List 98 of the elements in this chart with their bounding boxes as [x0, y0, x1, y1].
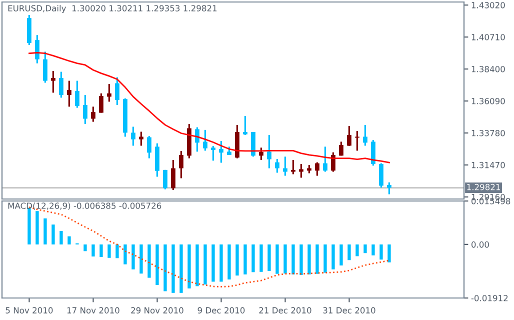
y-tick-label: 1.33780 — [472, 130, 505, 136]
bar — [44, 218, 47, 244]
bar — [236, 244, 239, 276]
candlestick — [355, 130, 360, 152]
bar — [348, 244, 351, 260]
x-tick-label: 5 Nov 2010 — [6, 307, 53, 314]
chart-title: MACD(12,26,9) -0.006385 -0.005726 — [8, 202, 162, 210]
bar — [372, 244, 375, 256]
candlestick — [59, 70, 64, 98]
candlestick — [243, 115, 248, 136]
bar — [324, 244, 327, 273]
bar — [148, 244, 151, 278]
candlestick — [387, 182, 392, 196]
bar — [100, 244, 103, 258]
bar — [284, 244, 287, 274]
candlestick — [75, 80, 80, 109]
candlestick — [259, 146, 264, 161]
candlestick — [43, 50, 48, 84]
candlestick — [35, 34, 40, 64]
bar — [332, 244, 335, 270]
candlestick — [371, 139, 376, 166]
y-tick-label: -0.01912 — [471, 294, 508, 302]
candlestick — [67, 80, 72, 108]
bar — [276, 244, 279, 274]
bar — [252, 244, 255, 272]
bar — [316, 244, 319, 274]
bar — [300, 244, 303, 275]
bar — [228, 244, 231, 280]
bar — [308, 244, 311, 274]
y-tick-label: 0.00 — [471, 241, 489, 248]
candlestick — [115, 76, 120, 106]
candlestick — [267, 134, 272, 170]
x-tick-label: 29 Nov 2010 — [131, 307, 184, 314]
bar — [180, 244, 183, 293]
candlestick — [51, 70, 56, 94]
candlestick — [171, 159, 176, 191]
y-tick-label: 1.43020 — [472, 2, 505, 8]
candlestick — [195, 126, 200, 152]
bar — [212, 244, 215, 282]
candlestick — [315, 161, 320, 177]
candlestick — [211, 145, 216, 162]
bar — [60, 230, 63, 244]
bar — [268, 244, 271, 272]
candlestick — [139, 130, 144, 147]
candlestick — [363, 124, 368, 147]
bar — [380, 244, 383, 260]
bar — [36, 211, 39, 244]
bar — [220, 244, 223, 282]
x-tick-label: 9 Dec 2010 — [198, 307, 245, 314]
bar — [204, 244, 207, 284]
bar — [140, 244, 143, 274]
x-tick-label: 31 Dec 2010 — [323, 307, 376, 314]
bar — [52, 224, 55, 244]
bar — [164, 244, 167, 292]
candlestick — [163, 169, 168, 190]
candlestick — [331, 152, 336, 173]
y-tick-label: 1.38400 — [472, 66, 505, 72]
candlestick — [275, 158, 280, 174]
bar — [196, 244, 199, 286]
candlestick — [179, 150, 184, 180]
bar — [260, 244, 263, 272]
candlestick — [107, 83, 112, 103]
candlestick — [299, 163, 304, 179]
bar — [364, 244, 367, 254]
bar — [388, 244, 391, 262]
y-tick-label: 1.36090 — [472, 98, 505, 104]
bar — [244, 244, 247, 274]
ref-line-label: 1.29821 — [467, 184, 500, 190]
bar — [68, 236, 71, 244]
x-tick-label: 21 Dec 2010 — [259, 307, 312, 314]
bar — [84, 244, 87, 252]
bar — [108, 244, 111, 258]
candlestick — [323, 146, 328, 173]
bar — [156, 244, 159, 286]
candlestick — [91, 106, 96, 123]
y-tick-label: 1.40710 — [472, 34, 505, 40]
candlestick — [347, 125, 352, 147]
bar — [188, 244, 191, 288]
x-tick-label: 17 Nov 2010 — [67, 307, 120, 314]
bar — [356, 244, 359, 256]
bar — [340, 244, 343, 266]
candlestick — [147, 135, 152, 160]
chart-title: EURUSD,Daily 1.30020 1.30211 1.29353 1.29821 — [8, 4, 217, 14]
bar — [132, 244, 135, 270]
candlestick — [83, 94, 88, 125]
y-tick-label: 1.29160 — [472, 194, 505, 200]
candlestick — [99, 92, 104, 114]
y-tick-label: 1.31470 — [472, 162, 505, 168]
candlestick — [131, 126, 136, 147]
candlestick — [379, 162, 384, 188]
bar — [116, 244, 119, 258]
candlestick — [219, 140, 224, 164]
candlestick — [203, 129, 208, 152]
bar — [92, 244, 95, 256]
candlestick — [339, 140, 344, 157]
bar — [292, 244, 295, 274]
bar — [124, 244, 127, 264]
bar — [172, 244, 175, 293]
